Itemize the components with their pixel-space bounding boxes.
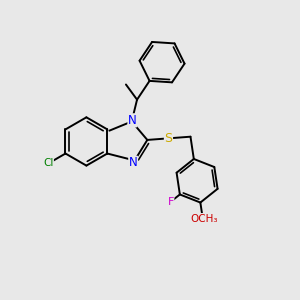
Text: OCH₃: OCH₃ bbox=[190, 214, 218, 224]
Text: S: S bbox=[164, 132, 172, 145]
Text: N: N bbox=[128, 114, 137, 127]
Text: Cl: Cl bbox=[43, 158, 53, 168]
Text: F: F bbox=[167, 197, 174, 207]
Text: N: N bbox=[129, 156, 137, 169]
